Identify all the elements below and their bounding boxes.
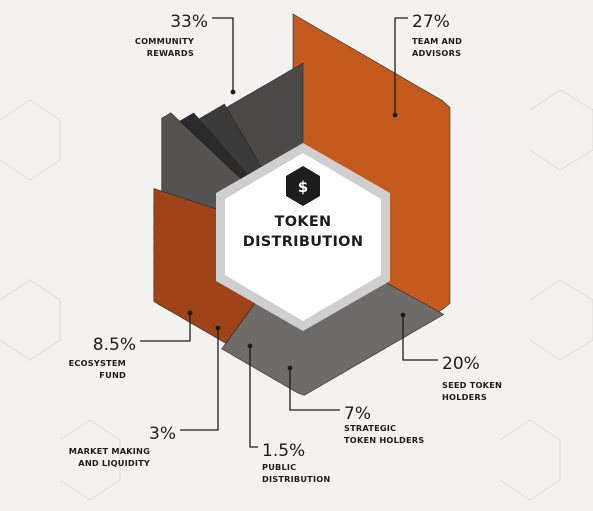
- leader-line-public-distribution: [249, 346, 258, 448]
- value-label-team-and-advisors: 27%: [412, 12, 450, 32]
- category-label-ecosystem-fund-line-2: FUND: [99, 370, 126, 380]
- label-public-distribution: 1.5%PUBLIC DISTRIBUTION: [247, 343, 330, 484]
- label-team-and-advisors: 27% TEAM AND ADVISORS: [392, 12, 462, 118]
- category-label-seed-token-holders-line-2: HOLDERS: [442, 392, 487, 402]
- category-label-community-rewards-line-2: REWARDS: [147, 48, 194, 58]
- category-label-market-making-and-liquidity-line-1: MARKET MAKING: [69, 446, 150, 456]
- category-label-community-rewards-line-1: COMMUNITY: [135, 36, 195, 46]
- value-label-ecosystem-fund: 8.5%: [93, 335, 136, 355]
- category-label-seed-token-holders-line-1: SEED TOKEN: [442, 380, 502, 390]
- label-strategic-token-holders: 7%STRATEGIC TOKEN HOLDERS: [287, 365, 424, 445]
- center-hexagon: [225, 153, 381, 321]
- leader-line-team-and-advisors: [394, 17, 408, 115]
- leader-line-market-making-and-liquidity: [180, 328, 219, 431]
- slice-labels: 33% COMMUNITY REWARDS 27% TEAM AND ADVISORS 20…: [69, 12, 502, 484]
- svg-text:$: $: [298, 178, 308, 196]
- value-label-seed-token-holders: 20%: [442, 354, 480, 374]
- value-label-public-distribution: 1.5%: [262, 441, 305, 461]
- category-label-strategic-token-holders-line-1: STRATEGIC: [344, 423, 396, 433]
- label-seed-token-holders: 20% SEED TOKEN HOLDERS: [400, 312, 502, 402]
- leader-dot-market-making-and-liquidity: [215, 325, 221, 331]
- chart-title-line-2: DISTRIBUTION: [243, 234, 364, 250]
- leader-dot-community-rewards: [230, 89, 236, 95]
- leader-dot-public-distribution: [247, 343, 253, 349]
- value-label-market-making-and-liquidity: 3%: [149, 424, 176, 444]
- leader-dot-strategic-token-holders: [287, 365, 293, 371]
- leader-line-seed-token-holders: [402, 315, 438, 361]
- category-label-ecosystem-fund-line-1: ECOSYSTEM: [69, 358, 126, 368]
- chart-title-line-1: TOKEN: [275, 214, 332, 230]
- leader-line-strategic-token-holders: [289, 368, 340, 411]
- category-label-team-and-advisors-line-2: ADVISORS: [412, 48, 461, 58]
- category-label-public-distribution-line-2: DISTRIBUTION: [262, 474, 330, 484]
- leader-dot-ecosystem-fund: [187, 310, 193, 316]
- leader-line-community-rewards: [212, 17, 234, 92]
- value-label-community-rewards: 33%: [170, 12, 208, 32]
- label-ecosystem-fund: 8.5% ECOSYSTEM FUND: [69, 310, 193, 380]
- leader-line-ecosystem-fund: [140, 313, 191, 342]
- category-label-public-distribution-line-1: PUBLIC: [262, 462, 296, 472]
- value-label-strategic-token-holders: 7%: [344, 404, 371, 424]
- leader-dot-team-and-advisors: [392, 112, 398, 118]
- background-pattern: [0, 89, 593, 501]
- category-label-strategic-token-holders-line-2: TOKEN HOLDERS: [344, 435, 424, 445]
- category-label-team-and-advisors-line-1: TEAM AND: [412, 36, 462, 46]
- dollar-hexagon-icon: $: [286, 166, 320, 206]
- leader-dot-seed-token-holders: [400, 312, 406, 318]
- label-community-rewards: 33% COMMUNITY REWARDS: [135, 12, 236, 95]
- label-market-making-and-liquidity: 3% MARKET MAKING AND LIQUIDITY: [69, 325, 221, 468]
- category-label-market-making-and-liquidity-line-2: AND LIQUIDITY: [78, 458, 151, 468]
